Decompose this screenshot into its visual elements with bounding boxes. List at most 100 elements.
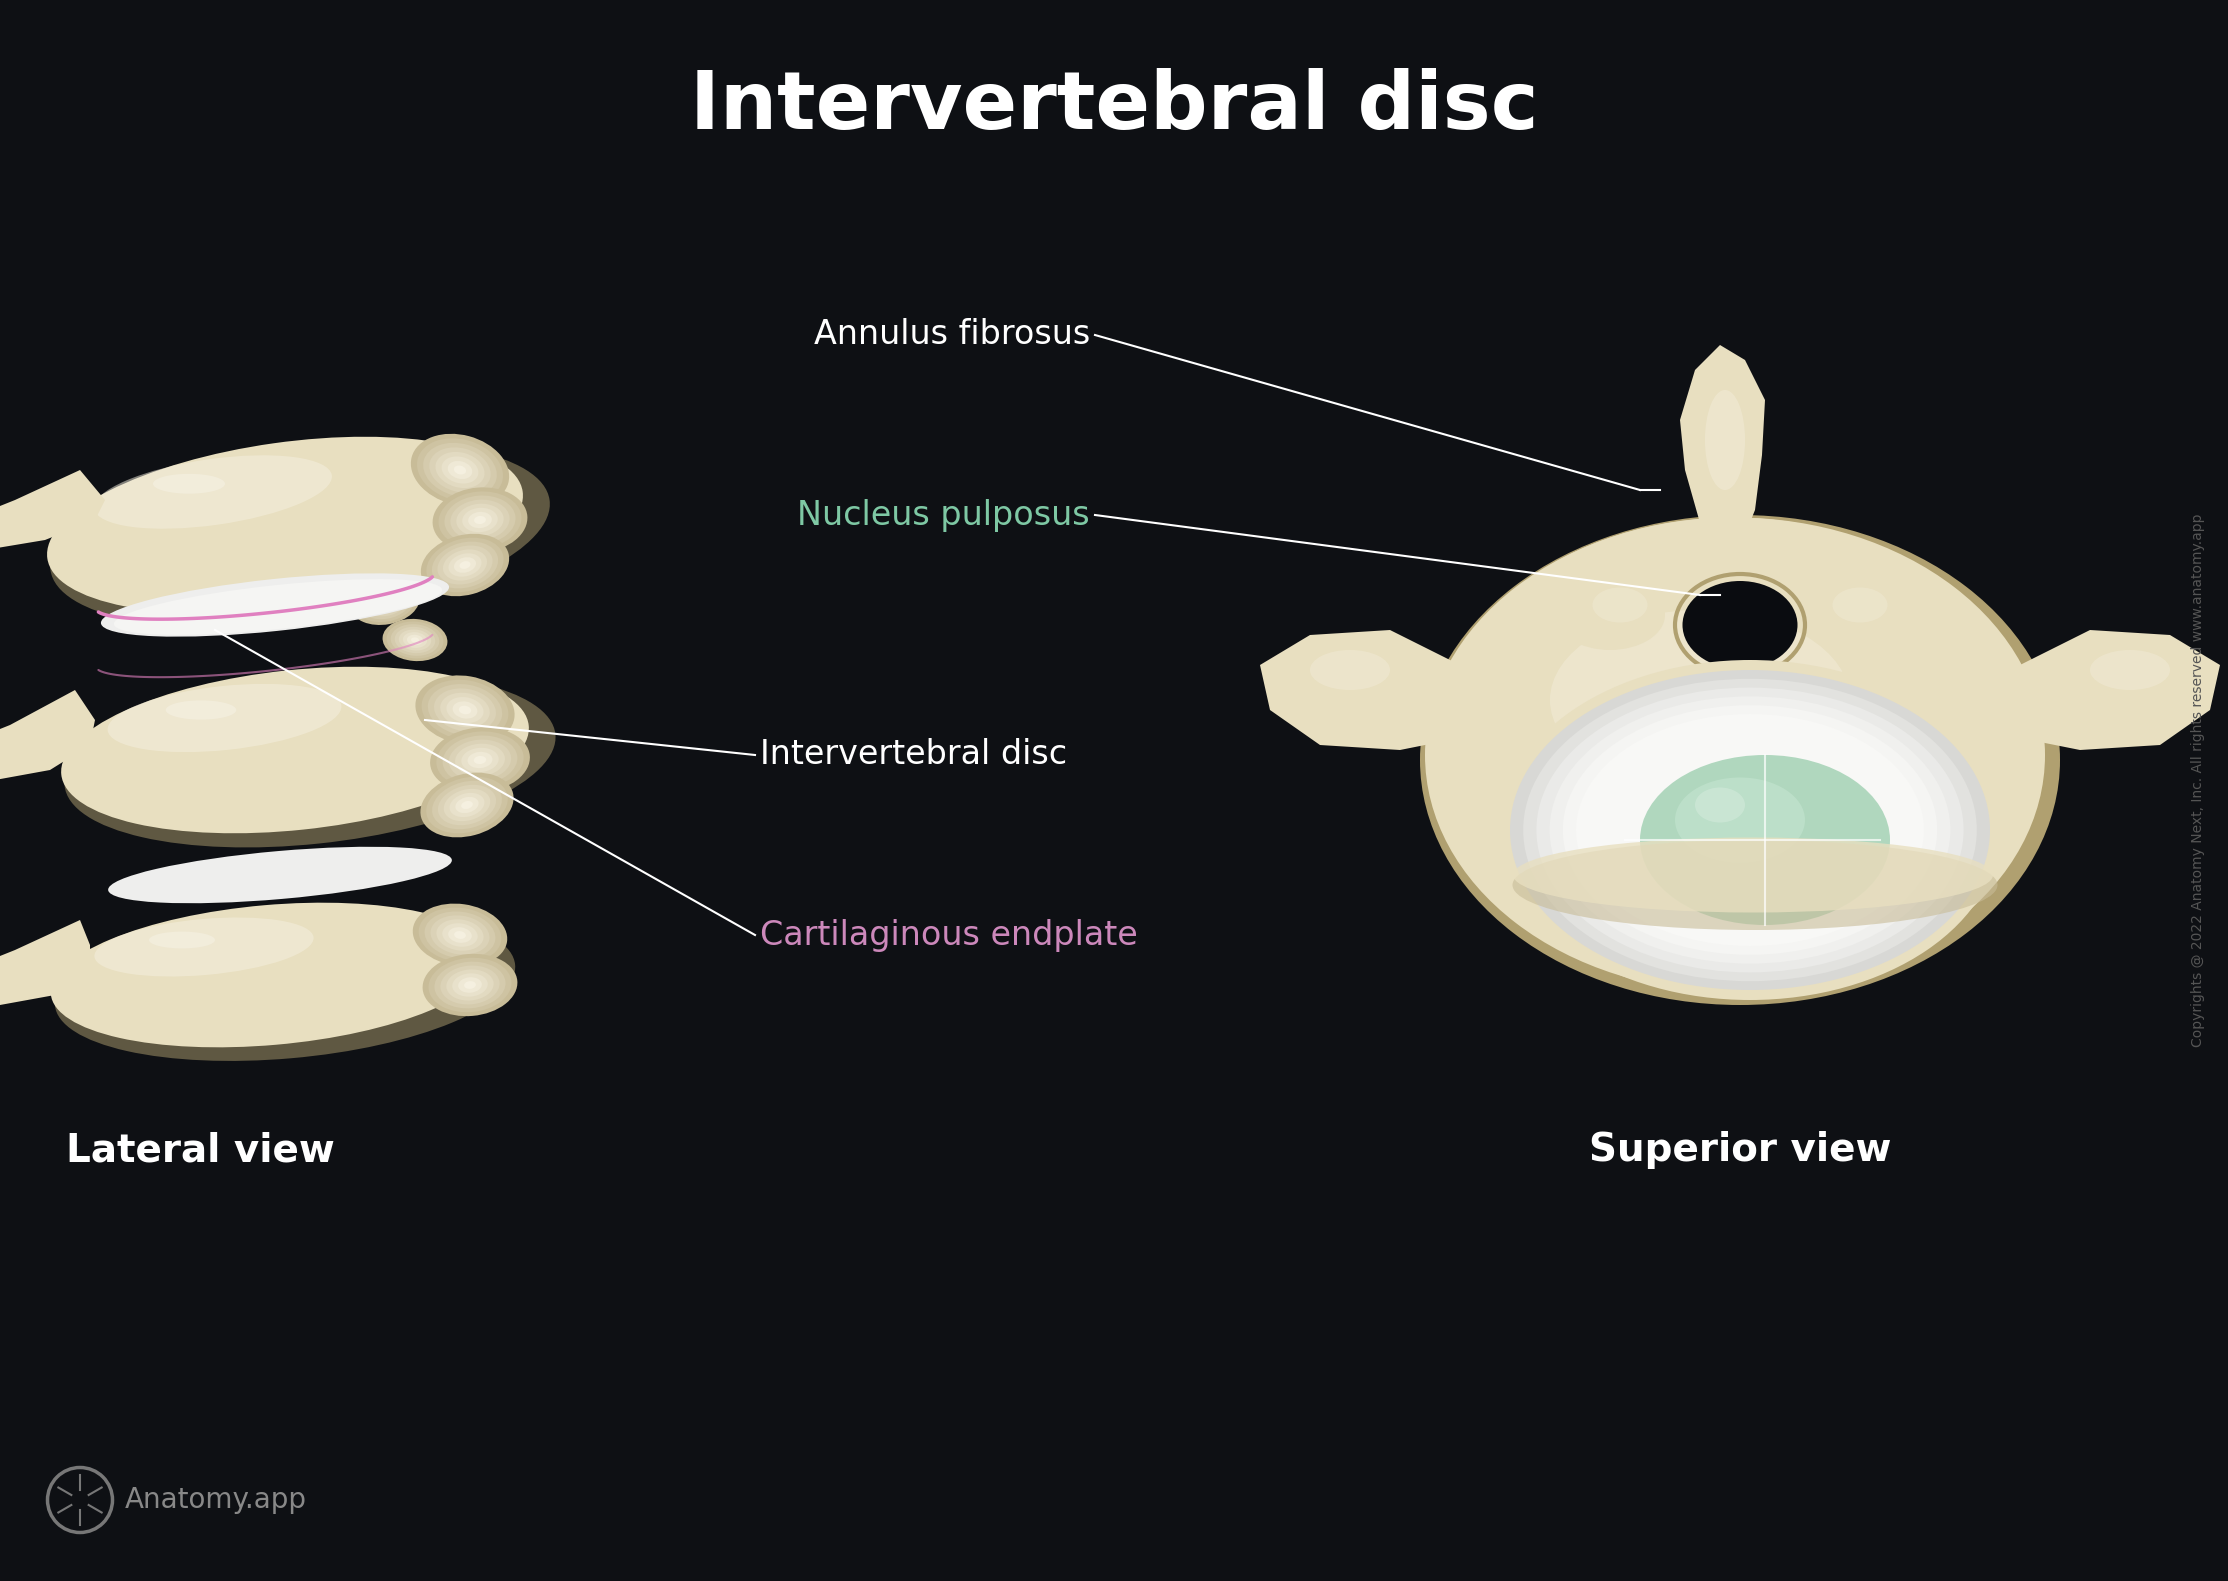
Ellipse shape <box>441 692 490 727</box>
Ellipse shape <box>403 632 428 648</box>
Ellipse shape <box>1816 580 1925 650</box>
Ellipse shape <box>1435 517 2030 972</box>
Ellipse shape <box>434 961 506 1009</box>
Ellipse shape <box>149 931 214 949</box>
Ellipse shape <box>410 637 419 642</box>
Ellipse shape <box>443 923 477 947</box>
Text: Lateral view: Lateral view <box>65 1130 334 1168</box>
Polygon shape <box>2005 629 2219 749</box>
Ellipse shape <box>2090 650 2170 689</box>
Ellipse shape <box>1704 391 1745 490</box>
Ellipse shape <box>165 700 236 719</box>
Ellipse shape <box>461 802 472 809</box>
Ellipse shape <box>399 629 432 650</box>
Polygon shape <box>0 920 89 1006</box>
Ellipse shape <box>459 561 470 569</box>
Ellipse shape <box>423 443 497 496</box>
Text: Annulus fibrosus: Annulus fibrosus <box>813 318 1089 351</box>
Polygon shape <box>1261 629 1475 749</box>
Ellipse shape <box>434 452 483 489</box>
Ellipse shape <box>1593 588 1646 623</box>
Ellipse shape <box>390 624 439 656</box>
Ellipse shape <box>51 443 550 628</box>
Ellipse shape <box>1562 705 1936 955</box>
Ellipse shape <box>475 515 486 523</box>
Ellipse shape <box>443 495 515 544</box>
Ellipse shape <box>100 574 450 637</box>
Ellipse shape <box>109 847 452 903</box>
Ellipse shape <box>107 685 341 753</box>
Ellipse shape <box>437 545 492 585</box>
Ellipse shape <box>419 907 501 963</box>
Ellipse shape <box>94 455 332 528</box>
Polygon shape <box>1680 345 1765 534</box>
Ellipse shape <box>430 727 530 792</box>
Ellipse shape <box>450 792 483 817</box>
Ellipse shape <box>457 504 504 536</box>
Text: Cartilaginous endplate: Cartilaginous endplate <box>760 919 1139 952</box>
Ellipse shape <box>65 672 555 847</box>
Ellipse shape <box>463 982 477 988</box>
Ellipse shape <box>446 697 483 723</box>
Ellipse shape <box>1310 650 1390 689</box>
Ellipse shape <box>1555 580 1664 650</box>
Ellipse shape <box>1696 787 1745 822</box>
Ellipse shape <box>455 931 466 939</box>
Ellipse shape <box>432 542 499 588</box>
Ellipse shape <box>414 675 515 745</box>
Ellipse shape <box>468 753 492 768</box>
Ellipse shape <box>455 465 466 474</box>
Ellipse shape <box>1675 778 1805 863</box>
Ellipse shape <box>446 969 495 1001</box>
Ellipse shape <box>437 919 483 950</box>
Ellipse shape <box>154 474 225 493</box>
Ellipse shape <box>430 447 490 493</box>
Text: Anatomy.app: Anatomy.app <box>125 1486 307 1515</box>
Ellipse shape <box>354 582 414 621</box>
Ellipse shape <box>1513 838 1994 912</box>
Ellipse shape <box>439 784 497 825</box>
Ellipse shape <box>426 776 508 833</box>
Polygon shape <box>0 470 105 550</box>
Ellipse shape <box>114 579 441 636</box>
Ellipse shape <box>1524 678 1976 982</box>
Ellipse shape <box>455 743 506 776</box>
Ellipse shape <box>350 579 419 624</box>
Ellipse shape <box>432 487 528 553</box>
Ellipse shape <box>437 732 524 789</box>
Ellipse shape <box>359 585 410 620</box>
Ellipse shape <box>1682 580 1798 669</box>
Ellipse shape <box>434 688 497 732</box>
Text: Nucleus pulposus: Nucleus pulposus <box>798 498 1089 531</box>
Ellipse shape <box>461 508 497 533</box>
Ellipse shape <box>1537 688 1963 972</box>
Ellipse shape <box>448 462 472 479</box>
Ellipse shape <box>1575 715 1925 945</box>
Ellipse shape <box>421 773 515 838</box>
Ellipse shape <box>430 915 490 955</box>
Ellipse shape <box>94 917 314 977</box>
Ellipse shape <box>381 599 390 606</box>
Ellipse shape <box>426 912 495 958</box>
Ellipse shape <box>1426 517 2045 993</box>
Ellipse shape <box>455 797 479 813</box>
Ellipse shape <box>461 748 499 772</box>
Ellipse shape <box>1511 670 1990 990</box>
Ellipse shape <box>443 735 517 784</box>
Ellipse shape <box>450 500 510 541</box>
Ellipse shape <box>410 433 510 506</box>
Ellipse shape <box>388 621 443 658</box>
Ellipse shape <box>426 538 504 593</box>
Ellipse shape <box>368 591 403 613</box>
Ellipse shape <box>455 557 477 572</box>
Ellipse shape <box>1551 696 1950 963</box>
Ellipse shape <box>1551 610 1849 790</box>
Ellipse shape <box>1499 659 2001 1001</box>
Ellipse shape <box>441 966 499 1004</box>
Text: Copyrights @ 2022 Anatomy Next, Inc. All rights reserved www.anatomy.app: Copyrights @ 2022 Anatomy Next, Inc. All… <box>2190 514 2206 1047</box>
Ellipse shape <box>428 685 501 735</box>
Ellipse shape <box>56 909 515 1061</box>
Ellipse shape <box>421 534 510 596</box>
Ellipse shape <box>1640 756 1889 925</box>
Ellipse shape <box>452 702 477 719</box>
